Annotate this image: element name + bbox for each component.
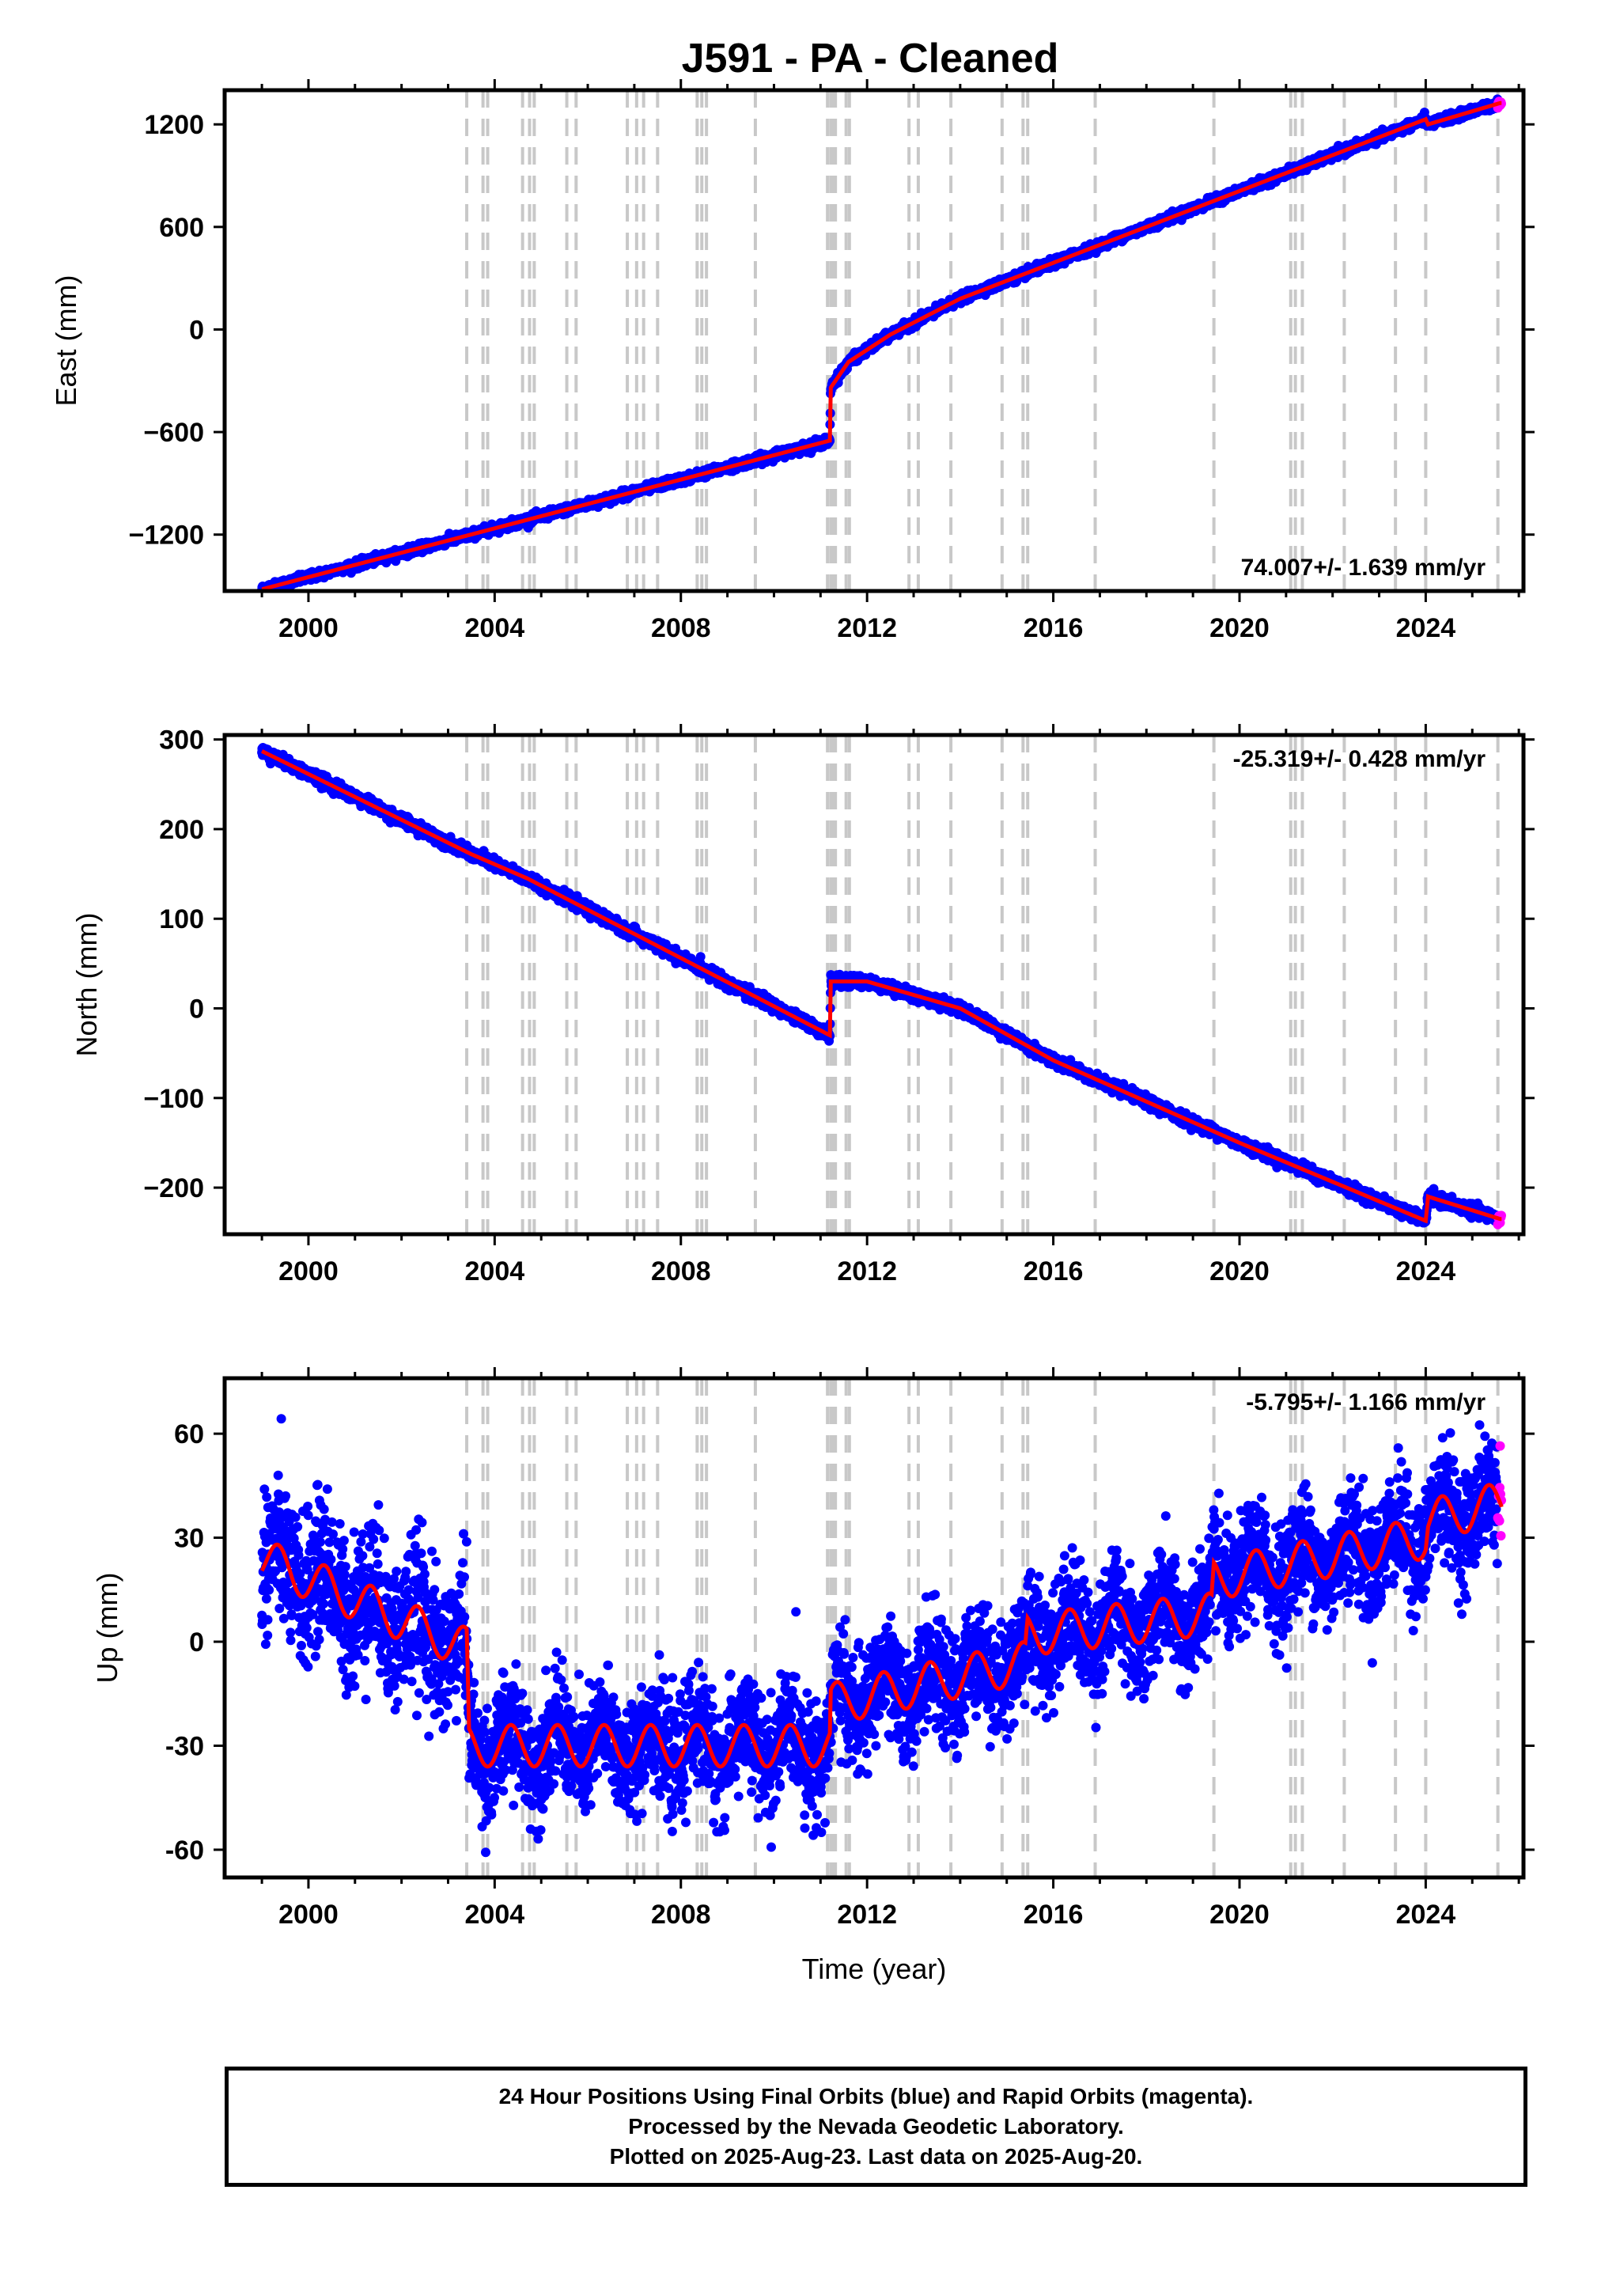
panel-east: 2000 2004 2008 2012 2016 2020 2024 1200 600 0 −600… <box>50 79 1535 643</box>
rate-label: 74.007+/- 1.639 mm/yr <box>1241 555 1486 581</box>
y-axis-label: East (mm) <box>50 275 82 407</box>
x-tick-label: 2000 <box>278 613 339 643</box>
event-lines <box>465 90 1500 591</box>
page-title: J591 - PA - Cleaned <box>681 36 1059 81</box>
y-tick-label: −600 <box>143 418 204 448</box>
y-tick-label: 1200 <box>144 110 204 140</box>
x-tick-label: 2016 <box>1024 613 1084 643</box>
panel-north: 2000 2004 2008 2012 2016 2020 20243002001000−1… <box>70 724 1535 1286</box>
y-tick-label: −1200 <box>129 521 205 551</box>
x-tick-label: 2008 <box>651 613 711 643</box>
y-tick-label: 0 <box>189 315 204 345</box>
x-tick-label: 2004 <box>465 613 525 643</box>
x-tick-label: 2024 <box>1396 613 1456 643</box>
event-lines <box>465 735 1500 1234</box>
y-tick-label: 600 <box>159 213 204 243</box>
data-points <box>257 94 1506 591</box>
x-tick-label: 2012 <box>837 613 897 643</box>
x-tick-label: 2020 <box>1209 613 1270 643</box>
